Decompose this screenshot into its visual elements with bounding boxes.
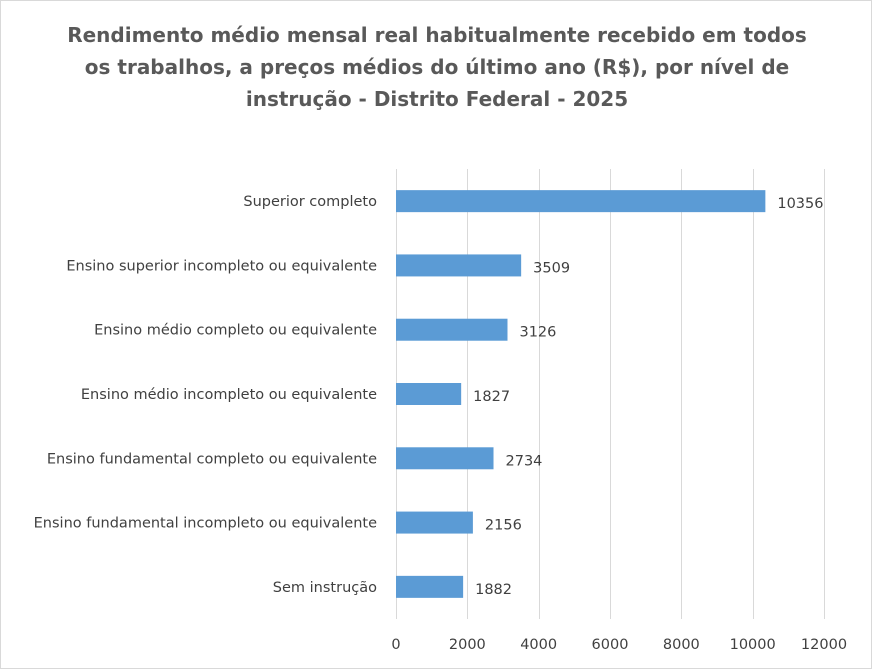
x-tick-label-6: 12000 bbox=[801, 637, 847, 653]
data-label-5: 2156 bbox=[485, 518, 522, 534]
x-tick-label-3: 6000 bbox=[592, 637, 629, 653]
x-tick-label-1: 2000 bbox=[449, 637, 486, 653]
chart-title-line-3: instrução - Distrito Federal - 2025 bbox=[245, 87, 629, 111]
category-label-1: Ensino superior incompleto ou equivalent… bbox=[66, 258, 377, 274]
data-label-2: 3126 bbox=[519, 325, 556, 341]
data-label-0: 10356 bbox=[777, 196, 823, 212]
category-label-2: Ensino médio completo ou equivalente bbox=[94, 323, 377, 339]
category-label-6: Sem instrução bbox=[273, 580, 377, 596]
bar-2 bbox=[396, 318, 508, 341]
chart-title-line-1: Rendimento médio mensal real habitualmen… bbox=[67, 23, 807, 47]
bar-5 bbox=[396, 511, 473, 534]
x-tick-label-2: 4000 bbox=[520, 637, 557, 653]
bar-0 bbox=[396, 190, 766, 213]
x-tick-label-4: 8000 bbox=[663, 637, 700, 653]
bar-1 bbox=[396, 254, 522, 277]
category-label-5: Ensino fundamental incompleto ou equival… bbox=[34, 516, 377, 532]
data-label-6: 1882 bbox=[475, 582, 512, 598]
category-label-3: Ensino médio incompleto ou equivalente bbox=[81, 387, 377, 403]
category-label-0: Superior completo bbox=[243, 194, 377, 210]
chart-title: Rendimento médio mensal real habitualmen… bbox=[61, 19, 813, 115]
data-label-1: 3509 bbox=[533, 260, 570, 276]
bar-6 bbox=[396, 575, 464, 598]
data-label-3: 1827 bbox=[473, 389, 510, 405]
x-tick-label-0: 0 bbox=[391, 637, 400, 653]
category-label-4: Ensino fundamental completo ou equivalen… bbox=[47, 451, 377, 467]
data-label-4: 2734 bbox=[506, 453, 543, 469]
x-tick-label-5: 10000 bbox=[730, 637, 776, 653]
bar-4 bbox=[396, 447, 494, 470]
bar-3 bbox=[396, 383, 462, 405]
chart-title-line-2: os trabalhos, a preços médios do último … bbox=[84, 55, 790, 79]
